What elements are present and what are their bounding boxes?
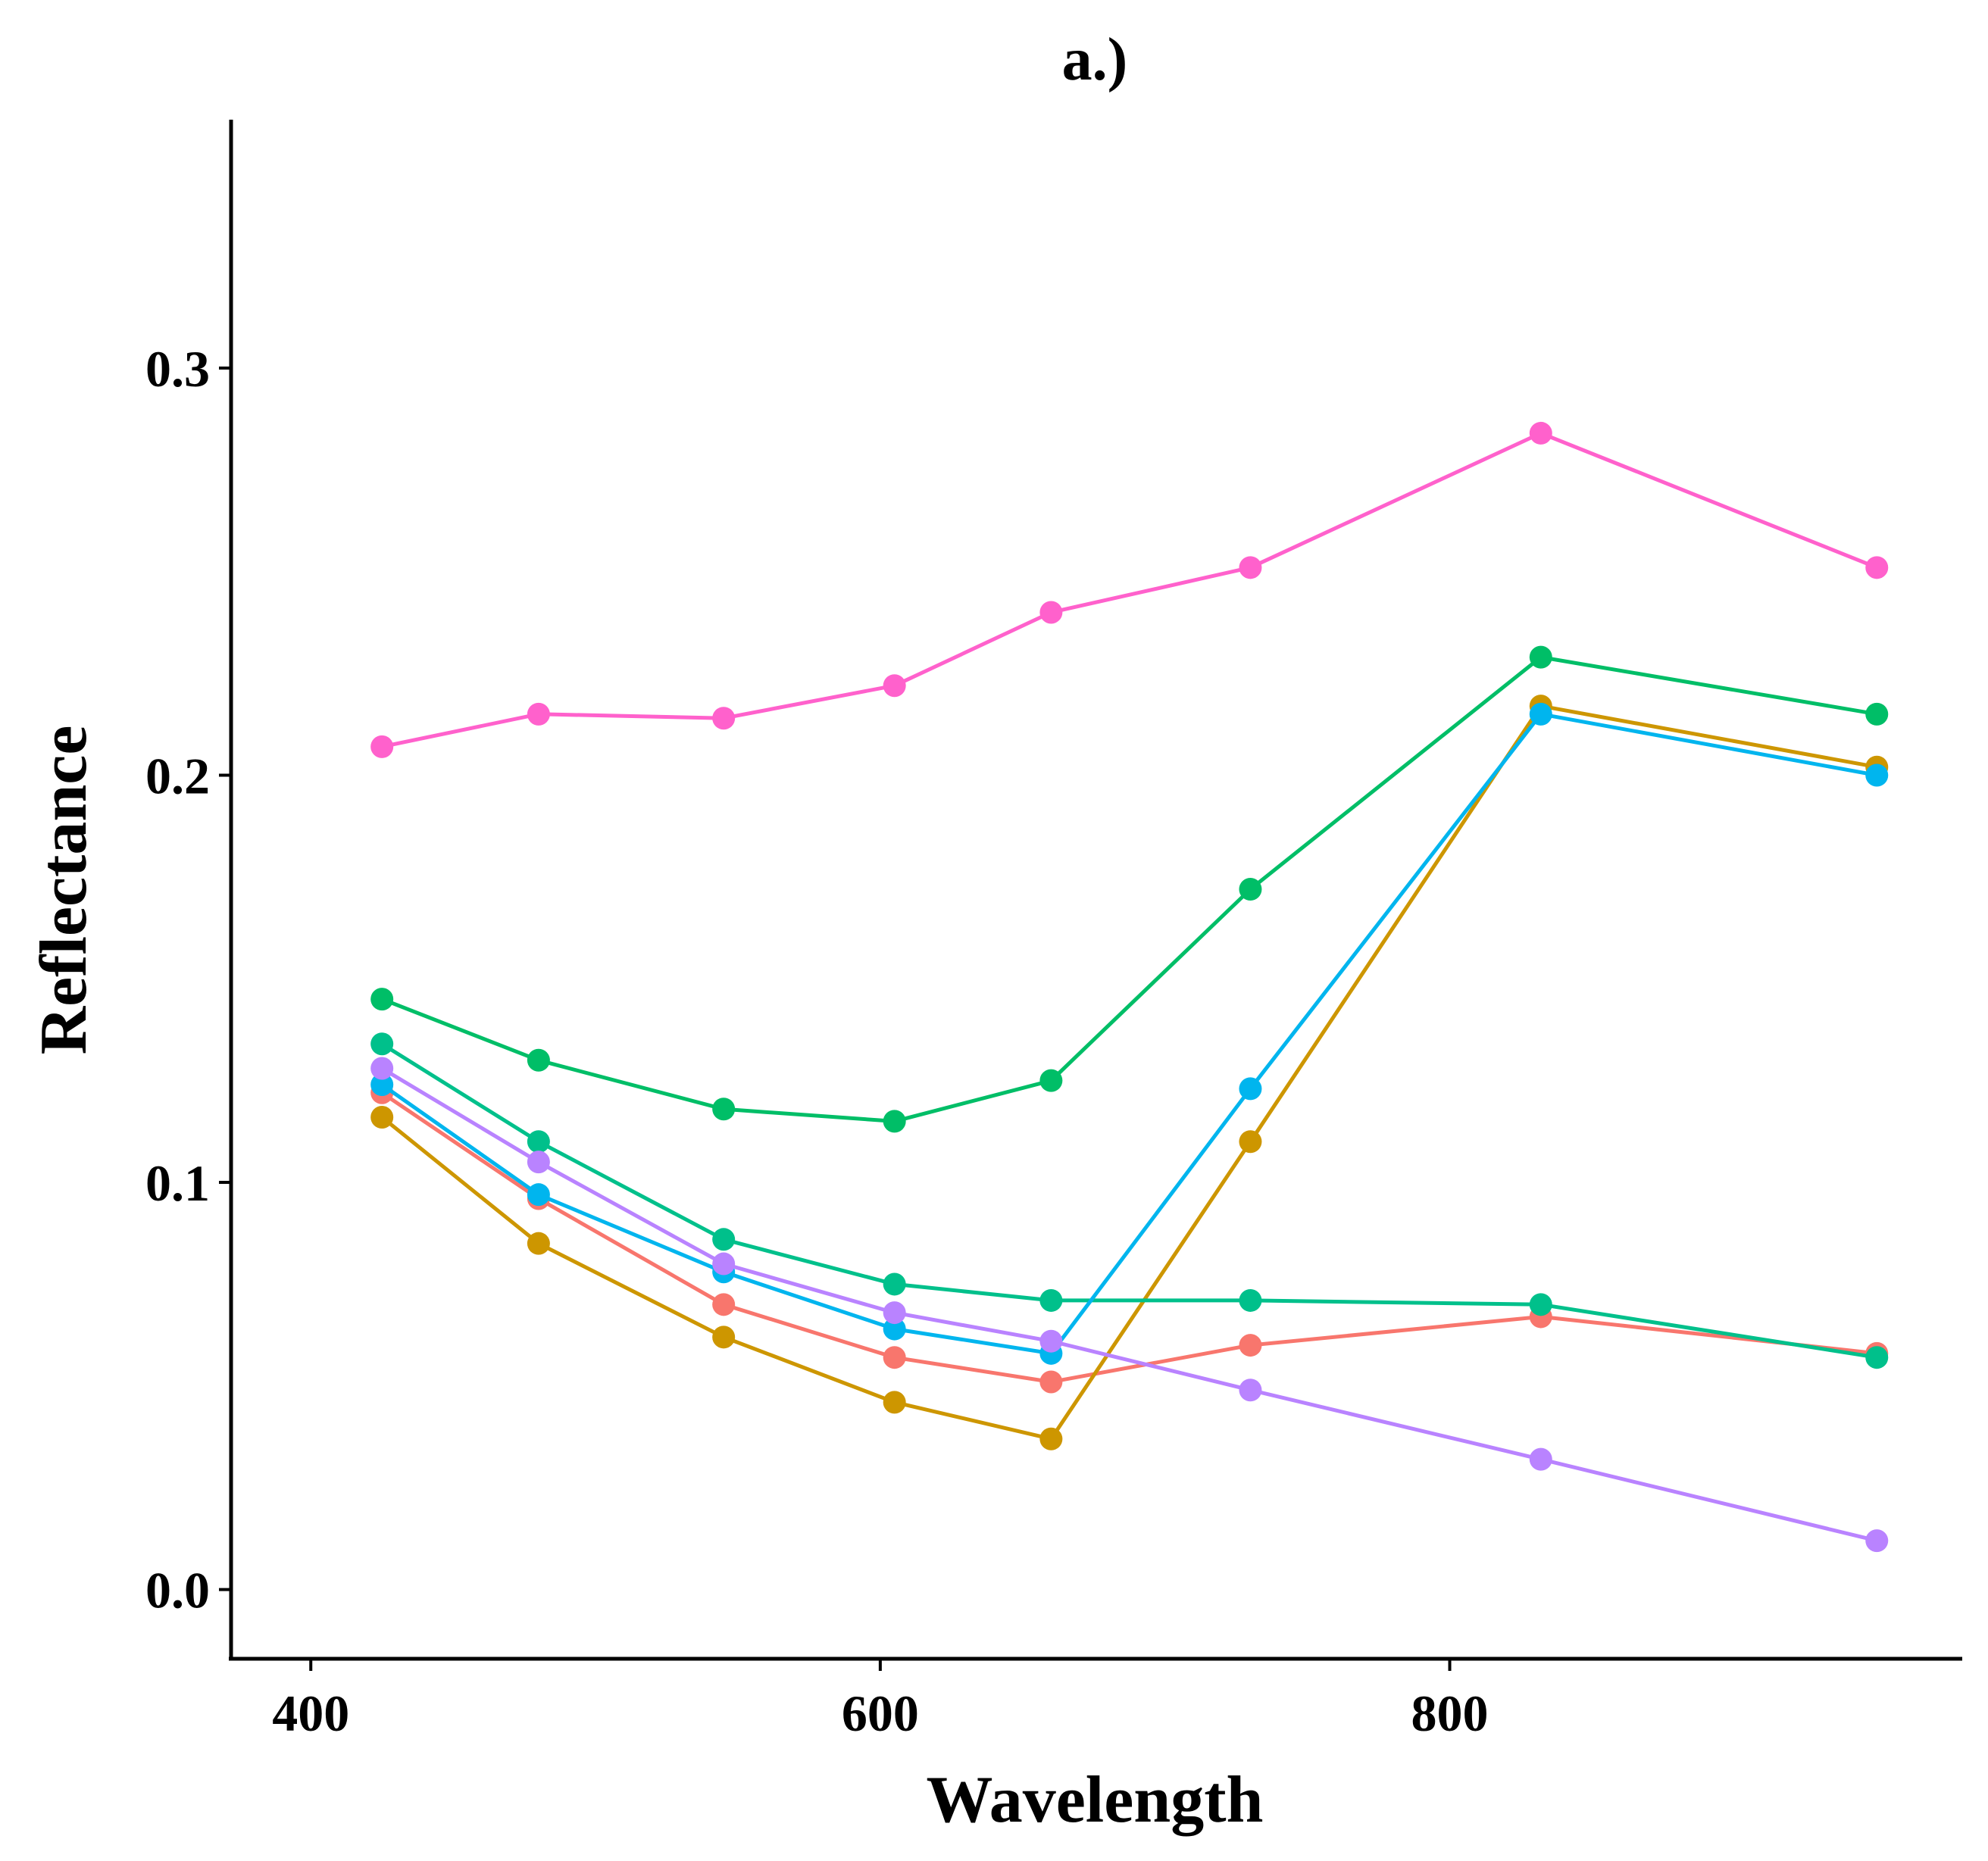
data-point-red <box>883 1346 906 1369</box>
data-point-purple <box>883 1301 906 1325</box>
data-point-green <box>1239 878 1262 901</box>
series-line-red <box>380 1091 1877 1384</box>
data-point-olive <box>1239 1130 1262 1154</box>
data-point-teal <box>370 1032 394 1056</box>
data-point-red <box>1039 1370 1063 1394</box>
data-point-pink <box>1039 601 1063 624</box>
data-point-purple <box>1239 1379 1262 1402</box>
y-tick-label: 0.1 <box>145 1154 210 1212</box>
data-point-green <box>527 1048 550 1072</box>
series-line-green <box>381 655 1877 1123</box>
series-purple <box>370 1057 1889 1553</box>
data-point-olive <box>712 1325 736 1349</box>
data-point-teal <box>527 1130 550 1154</box>
data-point-olive <box>370 1106 394 1129</box>
series-green <box>370 645 1889 1133</box>
data-point-blue <box>1239 1077 1262 1101</box>
series-pink <box>370 421 1889 758</box>
data-point-green <box>1865 702 1889 726</box>
y-tick-label: 0.0 <box>145 1562 210 1619</box>
data-point-blue <box>1529 702 1552 726</box>
x-tick-label: 400 <box>272 1685 349 1742</box>
data-point-green <box>1039 1069 1063 1092</box>
data-point-teal <box>1239 1288 1262 1312</box>
y-tick-label: 0.3 <box>145 340 210 398</box>
y-axis-label: Reflectance <box>27 726 101 1055</box>
data-point-purple <box>712 1252 736 1276</box>
data-point-purple <box>370 1057 394 1080</box>
data-point-pink <box>370 735 394 758</box>
data-point-teal <box>1039 1288 1063 1312</box>
axes <box>229 120 1962 1661</box>
data-point-pink <box>1865 556 1889 579</box>
data-point-green <box>883 1110 906 1133</box>
data-point-blue <box>370 1073 394 1097</box>
series-line-purple <box>380 1066 1877 1543</box>
data-point-green <box>712 1098 736 1121</box>
data-point-purple <box>1529 1447 1552 1471</box>
y-ticks: 0.0 0.1 0.2 0.3 <box>145 340 231 1619</box>
x-ticks: 400 600 800 <box>272 1659 1489 1742</box>
y-tick-label: 0.2 <box>145 747 210 804</box>
data-point-teal <box>883 1272 906 1296</box>
data-point-olive <box>527 1232 550 1255</box>
data-point-teal <box>712 1228 736 1251</box>
x-tick-label: 600 <box>842 1685 919 1742</box>
data-point-teal <box>1529 1293 1552 1316</box>
data-point-green <box>1529 645 1552 669</box>
data-point-green <box>370 988 394 1011</box>
data-point-pink <box>527 702 550 726</box>
series-blue <box>370 702 1889 1365</box>
data-point-pink <box>883 674 906 698</box>
data-point-red <box>712 1293 736 1316</box>
data-point-olive <box>883 1391 906 1414</box>
series-olive <box>370 695 1889 1450</box>
x-tick-label: 800 <box>1411 1685 1489 1742</box>
data-point-blue <box>527 1183 550 1207</box>
data-point-red <box>1239 1334 1262 1357</box>
data-point-purple <box>527 1151 550 1174</box>
data-point-purple <box>1865 1529 1889 1553</box>
data-point-teal <box>1865 1346 1889 1369</box>
series-red <box>370 1081 1889 1394</box>
series-teal <box>370 1032 1889 1369</box>
series-line-teal <box>380 1042 1877 1360</box>
series-line-pink <box>381 431 1878 749</box>
data-point-blue <box>883 1317 906 1341</box>
series-layer <box>370 421 1889 1553</box>
data-point-pink <box>1529 421 1552 445</box>
series-line-blue <box>380 712 1877 1356</box>
data-point-olive <box>1039 1427 1063 1450</box>
data-point-pink <box>1239 556 1262 579</box>
x-axis-label: Wavelength <box>927 1763 1264 1837</box>
chart-title: a.) <box>1062 27 1128 93</box>
data-point-blue <box>1865 763 1889 787</box>
data-point-pink <box>712 707 736 730</box>
data-point-purple <box>1039 1329 1063 1353</box>
